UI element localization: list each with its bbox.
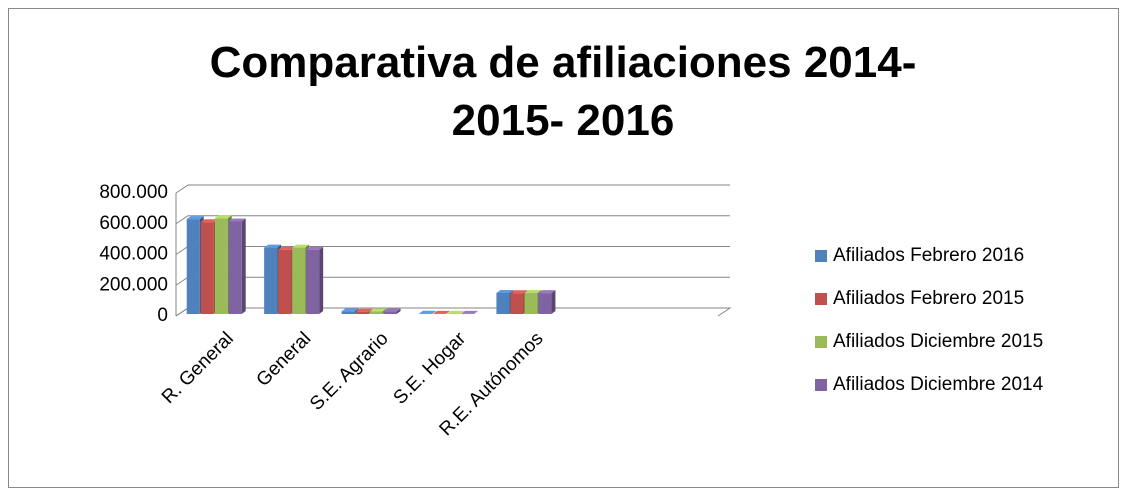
bar [341,311,355,314]
legend-label: Afiliados Febrero 2015 [833,288,1024,309]
bar-side [319,246,324,314]
bar [524,292,538,314]
bar [369,311,383,314]
bar [292,247,306,314]
legend-swatch [815,379,827,391]
bar-top [214,215,232,219]
bar [538,293,552,314]
bar-side [241,218,246,314]
grid-line [175,215,730,225]
bar-top [419,310,436,314]
legend-label: Afiliados Febrero 2016 [833,245,1024,266]
bar [228,221,242,314]
bar-top [383,308,401,312]
bar-side [432,310,436,314]
y-tick-label: 400.000 [99,244,168,265]
bar [264,247,278,314]
bar-side [551,290,556,314]
bar-top [355,308,373,312]
bar [200,222,214,314]
chart-title: Comparativa de afiliaciones 2014- 2015- … [209,38,917,145]
y-tick-label: 0 [157,305,168,326]
bar [510,293,524,314]
bar [186,219,200,314]
bar [496,292,510,314]
legend-swatch [815,293,827,305]
bar-top [538,290,556,294]
bar-top [447,310,464,314]
bar-top [278,246,296,250]
bar-top [200,219,218,223]
bar [383,311,397,314]
y-tick-label: 800.000 [99,182,168,203]
bar-top [306,246,324,250]
bar-top [496,289,514,293]
bar [306,249,320,314]
bar-side [396,308,401,314]
bar [355,311,369,314]
bar-top [433,310,450,314]
legend-label: Afiliados Diciembre 2014 [833,374,1044,395]
bar-top [292,244,310,248]
bar-side [446,310,450,314]
bar-top [461,310,478,314]
y-tick-label: 600.000 [99,213,168,234]
grid-line [175,184,730,194]
bar-top [186,216,204,220]
bar-top [369,308,387,312]
bar-top [510,290,528,294]
legend-swatch [815,250,827,262]
bar-side [474,310,478,314]
bar [214,218,228,314]
bar-top [341,308,359,312]
legend-label: Afiliados Diciembre 2015 [833,331,1043,352]
bar [278,249,292,314]
legend-swatch [815,336,827,348]
bar-side [460,310,464,314]
bar-top [264,244,282,248]
y-tick-label: 200.000 [99,274,168,295]
bar-top [228,218,246,222]
bar-top [524,289,542,293]
